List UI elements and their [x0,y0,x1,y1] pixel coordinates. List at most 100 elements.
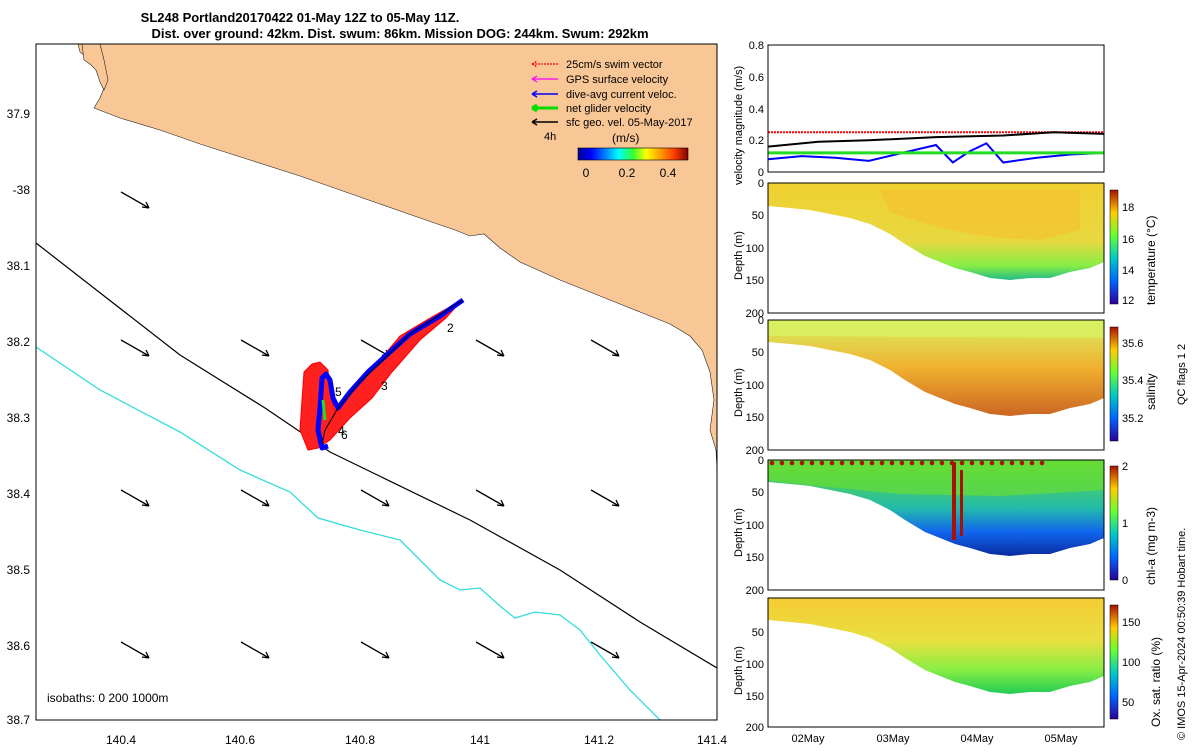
glider-track [299,297,465,451]
geo-velocity-arrow [590,489,620,507]
chla-ytick: 0 [758,455,764,467]
chla-surface-dot [949,460,955,466]
velocity-ylabel: velocity magnitude (m/s) [733,66,745,185]
chla-surface-dot [979,460,985,466]
oxygen-ctick: 150 [1122,617,1140,629]
velocity-series [767,131,1105,164]
oxygen-ylabel: Depth (m) [733,646,745,695]
chla-surface-dot [919,460,925,466]
temperature-panel: 0 50 100 150 200 Depth (m) 18 16 14 12 t… [733,178,1158,320]
legend-gps-label: GPS surface velocity [566,74,669,86]
chla-surface-dot [779,460,785,466]
lat-tick-label: 38.6 [7,639,31,653]
net-glider-velocity [321,399,327,421]
map-panel: 2 3 5 4 6 37.9 -38 38.1 38.2 38.3 38.4 3… [7,43,727,747]
velocity-ytick: 0.6 [749,72,764,84]
map-frame [35,43,718,721]
chla-frame [767,459,1105,591]
geo-velocity-arrow [590,339,620,357]
salinity-ylabel: Depth (m) [733,368,745,417]
chla-surface-dot [1019,460,1025,466]
chla-surface-dot [939,460,945,466]
legend-dive-avg-arrow [531,90,558,98]
chla-surface-dot [839,460,845,466]
salinity-panel: 0 50 100 150 200 Depth (m) 35.6 35.4 35.… [733,315,1158,457]
salinity-ytick: 0 [758,315,764,327]
lat-tick-label: 38.3 [7,411,31,425]
geo-velocity-arrow [120,191,150,209]
temperature-ctick: 14 [1122,265,1134,277]
geo-velocity-arrow [120,489,150,507]
legend-dive-avg-label: dive-avg current veloc. [566,89,677,101]
chla-ctick: 2 [1122,461,1128,473]
land-mass [77,44,717,471]
date-tick: 05May [1044,733,1078,745]
geo-velocity-arrow [120,641,150,659]
legend-swim-vector-arrow [531,60,558,68]
geo-velocity-arrow [475,339,505,357]
velocity-frame [767,44,1105,173]
geo-velocity-arrow [360,489,390,507]
map-legend: 25cm/s swim vector GPS surface velocity … [531,59,693,180]
legend-sfc-geo-arrow [531,118,558,126]
chla-surface-dot [989,460,995,466]
temperature-ctick: 12 [1122,295,1134,307]
lat-tick-label: 38.5 [7,563,31,577]
lat-tick-label: 38.2 [7,335,31,349]
lon-tick-label: 140.6 [225,733,255,747]
chla-surface-dot [1039,460,1045,466]
geo-velocity-arrow [240,339,270,357]
salinity-colorbar-label: salinity [1144,373,1158,410]
colorbar-tick: 0.4 [660,166,677,180]
salinity-ctick: 35.4 [1122,375,1143,387]
lon-tick-label: 140.8 [345,733,375,747]
surface-geostrophic-arrows [120,191,620,659]
oxygen-ytick: 200 [746,722,764,734]
oxygen-field [768,598,1104,694]
chla-surface-dot [819,460,825,466]
temperature-ytick: 50 [752,210,764,222]
chla-colorbar [1109,465,1119,581]
temperature-ytick: 0 [758,178,764,190]
chla-ytick: 50 [752,487,764,499]
velocity-ytick: 0.2 [749,135,764,147]
temperature-ctick: 18 [1122,202,1134,214]
salinity-ytick: 50 [752,347,764,359]
salinity-colorbar [1109,326,1119,442]
chla-surface-dot [899,460,905,466]
chla-surface-dot [789,460,795,466]
isobath-note: isobaths: 0 200 1000m [47,691,168,705]
chla-high-column [952,462,956,540]
oxygen-frame [767,597,1105,728]
chla-surface-dots [769,460,1045,466]
land-mass-north [81,44,109,91]
chla-colorbar-label: chl-a (mg m-3) [1144,507,1158,585]
legend-net-glider-arrow [531,103,558,113]
geo-velocity-arrow [475,641,505,659]
chla-surface-dot [889,460,895,466]
date-tick: 04May [960,733,994,745]
oxygen-ctick: 100 [1122,657,1140,669]
velocity-series-dive-avg-current [767,142,1105,164]
oxygen-ytick: 150 [746,691,764,703]
chla-surface-dot [829,460,835,466]
oxygen-ctick: 50 [1122,697,1134,709]
oxygen-ytick: 50 [752,627,764,639]
lon-tick-label: 141.4 [697,733,727,747]
chla-surface-dot [879,460,885,466]
legend-sfc-geo-label: sfc geo. vel. 05-May-2017 [566,117,693,129]
oxygen-panel: 50 100 150 200 Depth (m) 150 100 50 Ox. … [733,597,1163,745]
legend-gps-arrow [531,75,558,83]
chla-surface-dot [849,460,855,466]
velocity-ytick: 0 [758,167,764,179]
oxygen-ytick: 100 [746,659,764,671]
geo-velocity-arrow [590,641,620,659]
latitude-axis: 37.9 -38 38.1 38.2 38.3 38.4 38.5 38.6 3… [7,107,31,727]
isobath-1000m [36,346,661,720]
lat-tick-label: 38.7 [7,713,31,727]
oxygen-colorbar-label: Ox. sat. ratio (%) [1149,637,1163,727]
oxygen-colorbar [1109,604,1119,720]
chla-ctick: 0 [1122,575,1128,587]
waypoint-3: 3 [381,379,388,393]
